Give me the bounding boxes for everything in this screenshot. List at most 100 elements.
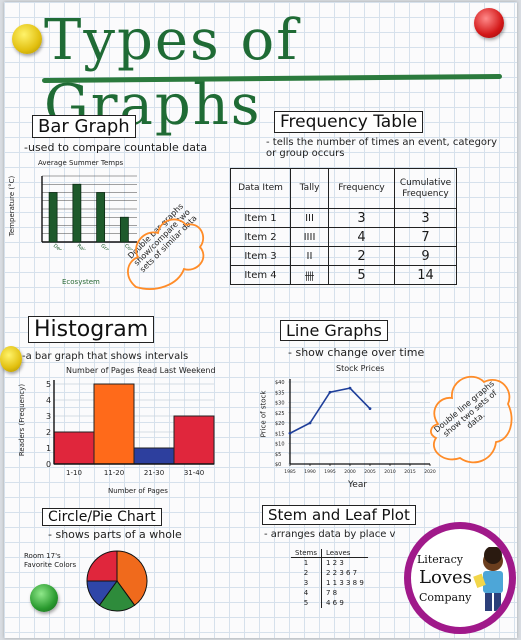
bar-chart-xlabel: Ecosystem [62, 278, 100, 286]
x-tick-label: 21-30 [144, 469, 164, 477]
histogram-bar [173, 415, 215, 465]
table-cell: 7 [394, 227, 457, 247]
table-cell: 9 [394, 246, 457, 266]
x-tick-label: 1995 [324, 469, 336, 475]
x-tick-label: 2015 [404, 469, 416, 475]
bar-graph-description: -used to compare countable data [24, 141, 208, 154]
bar [72, 183, 82, 243]
x-tick-label: 1990 [304, 469, 316, 475]
y-tick-label: 2 [46, 428, 51, 437]
histogram-bar [53, 431, 95, 465]
green-pushpin-icon [30, 584, 58, 612]
leaf-cell: 7 8 [325, 588, 338, 597]
pie-slice [86, 550, 118, 582]
stem-cell: 3 [291, 577, 322, 588]
table-cell: 4 [328, 227, 395, 247]
histogram-bar [133, 447, 175, 465]
x-tick-label: 1985 [284, 469, 296, 475]
table-cell: 2 [328, 246, 395, 266]
y-tick-label: 5 [46, 380, 51, 389]
table-header: Cumulative Frequency [394, 168, 457, 209]
table-row: Item 3 II 2 9 [230, 246, 457, 266]
leaf-cell: 1 2 3 [325, 558, 344, 567]
orange-cloud-outline [127, 218, 205, 290]
stem-cell: 2 [291, 567, 322, 578]
line-graph-description: - show change over time [288, 346, 425, 359]
table-cell: Item 4 [230, 265, 291, 285]
histogram-chart-title: Number of Pages Read Last Weekend [66, 366, 216, 375]
y-tick-label: $15 [275, 431, 285, 437]
stem-leaf-heading: Stem and Leaf Plot [262, 505, 416, 525]
table-header: Data Item [230, 168, 291, 209]
table-cell: IIII [290, 227, 329, 247]
stem-cell: 4 [291, 587, 322, 598]
table-cell: III [290, 208, 329, 228]
leaf-cell: 1 1 3 3 8 9 [325, 578, 364, 587]
x-tick-label: 1-10 [66, 469, 82, 477]
pie-chart-heading: Circle/Pie Chart [42, 508, 162, 526]
line-series [289, 387, 371, 434]
x-tick-label: Rainforest [76, 243, 99, 250]
histogram-bar [93, 383, 135, 465]
bar [96, 192, 106, 243]
y-tick-label: $40 [275, 380, 285, 386]
frequency-table-heading: Frequency Table [274, 111, 424, 133]
table-header: Tally [290, 168, 329, 209]
orange-cloud-outline [430, 376, 513, 464]
x-tick-label: 2000 [344, 469, 356, 475]
table-cell: Item 2 [230, 227, 291, 247]
leaves-header: Leaves [321, 549, 368, 558]
histogram-heading: Histogram [28, 316, 155, 343]
table-cell: 3 [328, 208, 395, 228]
y-tick-label: 0 [46, 460, 51, 469]
line-graph-heading: Line Graphs [280, 320, 388, 341]
table-cell: Item 1 [230, 208, 291, 228]
y-tick-label: $25 [275, 411, 285, 417]
line-chart-xlabel: Year [348, 480, 368, 490]
leaf-cell: 4 6 9 [325, 598, 344, 607]
stem-cell: 1 [291, 557, 322, 568]
logo-line-2: Loves [419, 567, 472, 588]
bar-graph-heading: Bar Graph [32, 115, 136, 138]
table-cell: Item 3 [230, 246, 291, 266]
yellow-pushpin-icon [12, 24, 42, 54]
data-point [348, 386, 352, 390]
y-tick-label: 3 [46, 412, 51, 421]
x-tick-label: 2005 [364, 469, 376, 475]
bar-chart: Deciduous ForestRainforestGrasslandConif… [41, 175, 142, 250]
bar [119, 216, 129, 243]
histogram-chart: 0 1 2 3 4 5 1-10 11-20 21-30 31-40 [46, 380, 215, 477]
x-tick-label: 2010 [384, 469, 396, 475]
data-point [288, 431, 292, 435]
histogram-xlabel: Number of Pages [108, 487, 168, 495]
stem-header: Stems [291, 549, 322, 558]
poster-title: Types of Graphs [44, 8, 299, 138]
x-tick-label: 2020 [424, 469, 436, 475]
bar-chart-ylabel: Temperature (°C) [8, 175, 17, 237]
data-point [328, 390, 332, 394]
frequency-table: Data Item Tally Frequency Cumulative Fre… [230, 168, 457, 285]
y-tick-label: $0 [275, 462, 281, 468]
table-row: Item 1 III 3 3 [230, 208, 457, 228]
y-tick-label: $35 [275, 390, 285, 396]
x-tick-label: 11-20 [104, 469, 124, 477]
x-tick-label: 31-40 [184, 469, 204, 477]
y-tick-label: $20 [275, 421, 285, 427]
frequency-table-description: - tells the number of times an event, ca… [266, 137, 498, 159]
table-cell: 5 [328, 265, 395, 285]
x-tick-label: Coniferous Forest [123, 243, 142, 250]
line-chart-title: Stock Prices [336, 364, 385, 373]
logo-line-1: Literacy [417, 553, 463, 566]
bar [48, 192, 58, 243]
y-tick-label: $10 [275, 442, 285, 448]
table-cell: II [290, 246, 329, 266]
frequency-table-header-row: Data Item Tally Frequency Cumulative Fre… [230, 168, 457, 209]
y-tick-label: $5 [275, 452, 281, 458]
pie-chart-title: Room 17's Favorite Colors [24, 552, 77, 569]
leaf-cell: 2 2 3 6 7 [325, 568, 358, 577]
